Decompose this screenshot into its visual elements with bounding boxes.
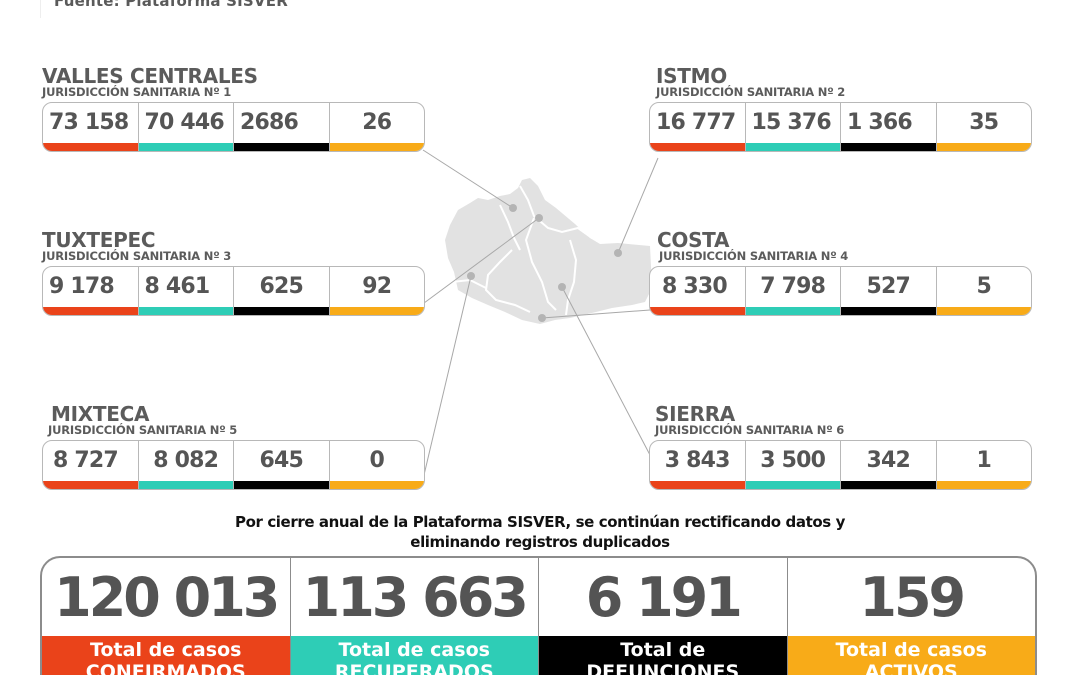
region-costa: COSTA JURISDICCIÓN SANITARIA Nº 4 8 330 … <box>649 230 1033 316</box>
region-name: TUXTEPEC <box>42 228 156 252</box>
total-value: 113 663 <box>302 566 529 629</box>
total-label: Total de casos RECUPERADOS <box>290 636 538 675</box>
stat-recuperados: 3 500 <box>745 441 841 489</box>
stat-defunciones: 2686 <box>234 103 330 151</box>
region-stats: 73 158 70 446 2686 26 <box>42 102 425 152</box>
stat-recuperados: 8 461 <box>138 267 234 315</box>
total-label: Total de DEFUNCIONES <box>539 636 787 675</box>
stat-activos: 1 <box>936 441 1031 489</box>
notice-text: Por cierre anual de la Plataforma SISVER… <box>180 512 900 552</box>
stat-activos: 92 <box>329 267 424 315</box>
stat-activos: 26 <box>329 103 424 151</box>
total-recuperados: 113 663 Total de casos RECUPERADOS <box>290 558 539 675</box>
region-sierra: SIERRA JURISDICCIÓN SANITARIA Nº 6 3 843… <box>649 404 1033 490</box>
stat-defunciones: 527 <box>841 267 937 315</box>
total-value: 159 <box>859 566 966 629</box>
total-label: Total de casos ACTIVOS <box>787 636 1035 675</box>
map-shape <box>445 178 652 324</box>
stat-defunciones: 645 <box>234 441 330 489</box>
stat-recuperados: 15 376 <box>745 103 841 151</box>
notice-line-2: eliminando registros duplicados <box>410 533 670 551</box>
source-box <box>40 0 440 18</box>
stat-confirmados: 8 330 <box>650 267 746 315</box>
region-tuxtepec: TUXTEPEC JURISDICCIÓN SANITARIA Nº 3 9 1… <box>42 230 426 316</box>
region-stats: 8 330 7 798 527 5 <box>649 266 1032 316</box>
source-label: Fuente: Plataforma SISVER <box>54 0 288 10</box>
stat-activos: 5 <box>936 267 1031 315</box>
region-jurisdiction: JURISDICCIÓN SANITARIA Nº 6 <box>655 423 845 437</box>
total-value: 120 013 <box>54 566 280 629</box>
stat-recuperados: 7 798 <box>745 267 841 315</box>
total-confirmados: 120 013 Total de casos CONFIRMADOS <box>42 558 291 675</box>
region-istmo: ISTMO JURISDICCIÓN SANITARIA Nº 2 16 777… <box>649 66 1033 152</box>
region-jurisdiction: JURISDICCIÓN SANITARIA Nº 3 <box>42 249 232 263</box>
stat-defunciones: 625 <box>234 267 330 315</box>
total-defunciones: 6 191 Total de DEFUNCIONES <box>539 558 788 675</box>
region-name: VALLES CENTRALES <box>42 64 258 88</box>
region-name: SIERRA <box>655 402 735 426</box>
region-name: ISTMO <box>656 64 727 88</box>
region-stats: 8 727 8 082 645 0 <box>42 440 425 490</box>
stat-confirmados: 16 777 <box>650 103 746 151</box>
region-name: COSTA <box>657 228 730 252</box>
region-stats: 16 777 15 376 1 366 35 <box>649 102 1032 152</box>
stat-confirmados: 9 178 <box>43 267 139 315</box>
region-jurisdiction: JURISDICCIÓN SANITARIA Nº 2 <box>656 85 846 99</box>
totals-panel: 120 013 Total de casos CONFIRMADOS 113 6… <box>40 556 1037 675</box>
total-value: 6 191 <box>585 566 743 629</box>
total-activos: 159 Total de casos ACTIVOS <box>787 558 1035 675</box>
region-mixteca: MIXTECA JURISDICCIÓN SANITARIA Nº 5 8 72… <box>42 404 426 490</box>
notice-line-1: Por cierre anual de la Plataforma SISVER… <box>235 513 845 531</box>
region-jurisdiction: JURISDICCIÓN SANITARIA Nº 1 <box>42 85 232 99</box>
stat-confirmados: 3 843 <box>650 441 746 489</box>
stat-confirmados: 73 158 <box>43 103 139 151</box>
region-stats: 9 178 8 461 625 92 <box>42 266 425 316</box>
stat-confirmados: 8 727 <box>43 441 139 489</box>
region-jurisdiction: JURISDICCIÓN SANITARIA Nº 5 <box>48 423 238 437</box>
total-label: Total de casos CONFIRMADOS <box>42 636 290 675</box>
stat-defunciones: 342 <box>841 441 937 489</box>
stat-activos: 0 <box>329 441 424 489</box>
region-stats: 3 843 3 500 342 1 <box>649 440 1032 490</box>
stat-activos: 35 <box>936 103 1031 151</box>
stat-recuperados: 70 446 <box>138 103 234 151</box>
region-name: MIXTECA <box>51 402 150 426</box>
stat-defunciones: 1 366 <box>841 103 937 151</box>
stat-recuperados: 8 082 <box>138 441 234 489</box>
region-valles-centrales: VALLES CENTRALES JURISDICCIÓN SANITARIA … <box>42 66 426 152</box>
region-jurisdiction: JURISDICCIÓN SANITARIA Nº 4 <box>659 249 849 263</box>
